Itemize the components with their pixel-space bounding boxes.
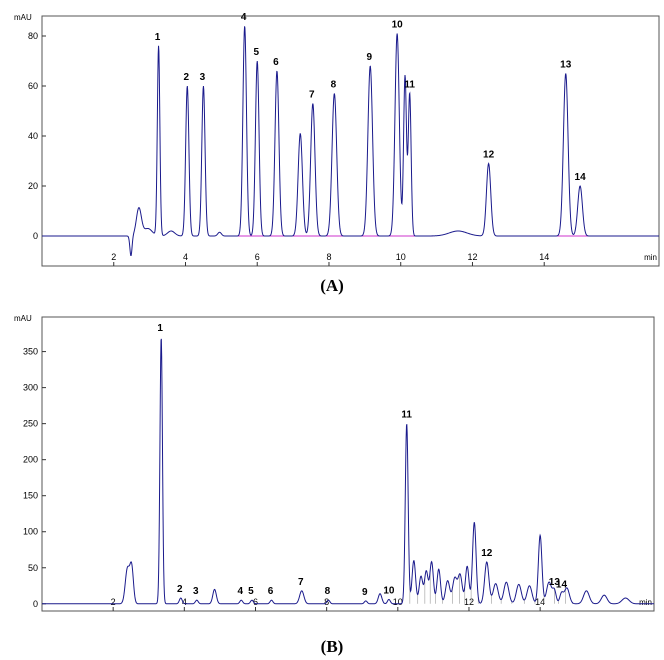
peak-label: 8 — [325, 586, 331, 597]
y-tick-label: 300 — [23, 383, 38, 393]
y-tick-label: 0 — [33, 599, 38, 609]
peak-label: 13 — [549, 577, 561, 588]
x-tick-label: 12 — [467, 252, 477, 262]
x-tick-label: 6 — [253, 597, 258, 607]
x-axis-unit-label: min — [639, 598, 652, 607]
y-axis-unit-label: mAU — [14, 314, 32, 323]
peak-label: 4 — [241, 12, 247, 23]
y-tick-label: 250 — [23, 419, 38, 429]
peak-label: 2 — [184, 72, 190, 83]
x-tick-label: 6 — [255, 252, 260, 262]
peak-label: 11 — [401, 410, 412, 421]
peak-label: 12 — [483, 150, 495, 161]
peak-label: 10 — [383, 585, 395, 596]
y-tick-label: 200 — [23, 455, 38, 465]
y-tick-label: 40 — [28, 131, 38, 141]
y-axis-unit-label: mAU — [14, 13, 32, 22]
peak-label: 11 — [404, 80, 415, 91]
peak-label: 3 — [193, 586, 199, 597]
x-tick-label: 2 — [111, 252, 116, 262]
x-tick-label: 10 — [396, 252, 406, 262]
x-tick-label: 14 — [535, 597, 545, 607]
peak-label: 9 — [362, 587, 368, 598]
peak-label: 1 — [157, 323, 163, 334]
y-tick-label: 80 — [28, 31, 38, 41]
peak-label: 6 — [268, 586, 274, 597]
x-tick-label: 12 — [464, 597, 474, 607]
peak-label: 7 — [298, 577, 304, 588]
peak-label: 12 — [481, 548, 493, 559]
panel-a-caption: (A) — [320, 276, 344, 295]
peak-label: 5 — [253, 47, 259, 58]
x-tick-label: 10 — [393, 597, 403, 607]
peak-label: 5 — [248, 586, 254, 597]
x-axis-unit-label: min — [644, 253, 657, 262]
plot-frame — [41, 15, 660, 267]
x-tick-label: 8 — [326, 252, 331, 262]
y-tick-label: 150 — [23, 491, 38, 501]
x-tick-label: 4 — [182, 597, 187, 607]
peak-label: 2 — [177, 584, 183, 595]
panel-b-caption: (B) — [320, 637, 344, 656]
x-tick-label: 2 — [111, 597, 116, 607]
peak-label: 7 — [309, 90, 315, 101]
peak-label: 9 — [366, 52, 372, 63]
chromatogram-trace — [42, 26, 659, 257]
plot-frame — [41, 316, 655, 612]
peak-label: 8 — [331, 80, 337, 91]
y-tick-label: 0 — [33, 231, 38, 241]
x-tick-label: 14 — [539, 252, 549, 262]
peak-label: 4 — [237, 586, 243, 597]
y-tick-label: 60 — [28, 81, 38, 91]
peak-label: 3 — [200, 72, 206, 83]
peak-label: 6 — [273, 57, 279, 68]
peak-label: 1 — [155, 32, 161, 43]
y-tick-label: 50 — [28, 563, 38, 573]
peak-label: 13 — [560, 60, 572, 71]
y-tick-label: 350 — [23, 347, 38, 357]
peak-label: 10 — [392, 20, 404, 31]
chromatogram-trace — [42, 338, 654, 605]
peak-label: 14 — [556, 580, 568, 591]
peak-label: 14 — [575, 172, 587, 183]
y-tick-label: 100 — [23, 527, 38, 537]
x-tick-label: 4 — [183, 252, 188, 262]
y-tick-label: 20 — [28, 181, 38, 191]
